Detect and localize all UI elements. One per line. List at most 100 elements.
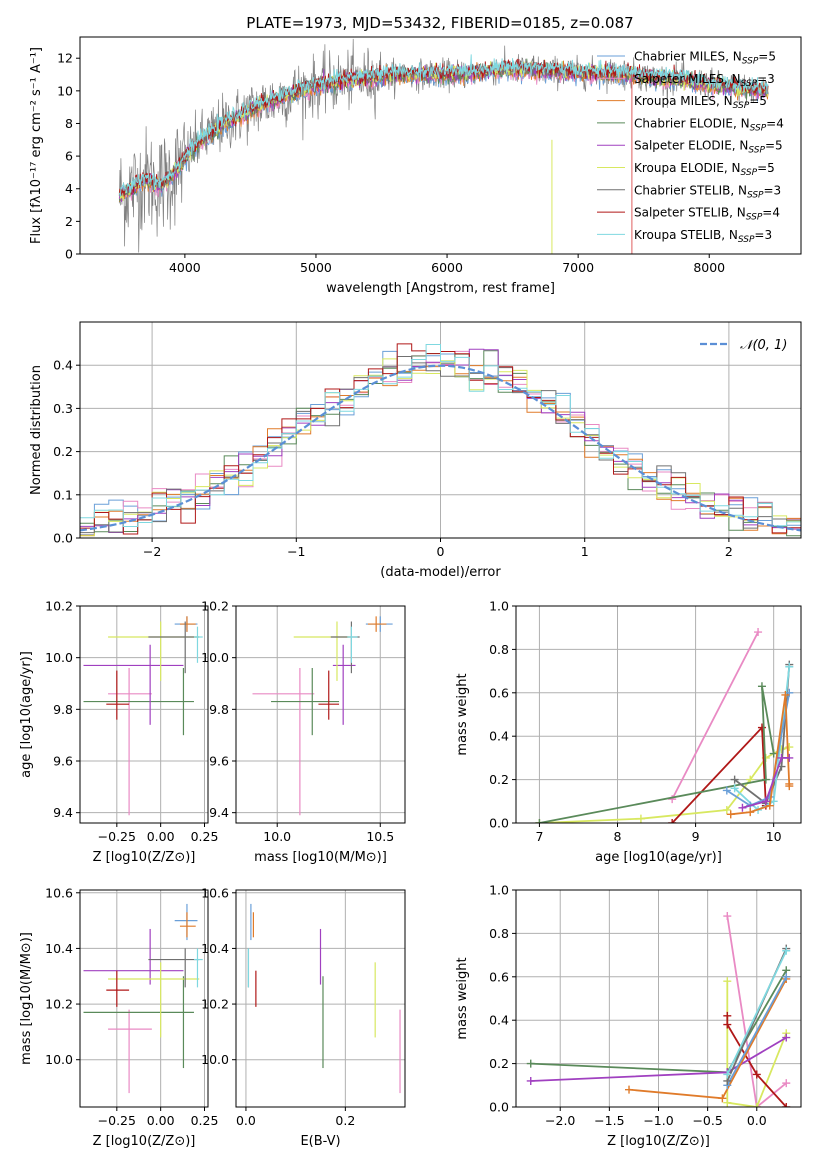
x-axis-label: Z [log10(Z/Z⊙)] xyxy=(607,1134,710,1149)
spectrum-panel: 4000 5000 6000 7000 8000 0 2 4 6 8 10 12 wavelength … xyxy=(29,36,802,296)
weight-marker xyxy=(535,819,544,823)
weight-marker xyxy=(782,1103,791,1107)
y-tick-label: 0.4 xyxy=(489,729,509,744)
x-tick-label: −0.25 xyxy=(98,1113,136,1128)
weight-line xyxy=(671,631,759,800)
legend-label: Kroupa STELIB, NSSP=3 xyxy=(634,228,772,245)
y-tick-label: 0.8 xyxy=(489,642,509,657)
weight-marker xyxy=(782,972,791,981)
x-axis-label: wavelength [Angstrom, rest frame] xyxy=(326,281,555,296)
age-weight-panel: 7 8 9 10 0.0 0.2 0.4 0.6 0.8 1.0 age [log10(age/yr… xyxy=(455,599,802,865)
weight-marker xyxy=(765,801,774,810)
weight-marker xyxy=(785,662,794,671)
weight-marker xyxy=(785,753,794,762)
mass-age-panel: 10.0 10.5 9.4 9.6 9.8 10.0 10.2 mass [log10(M/M… xyxy=(201,599,406,865)
y-tick-label: 12 xyxy=(57,51,73,66)
weight-marker xyxy=(754,628,763,637)
y-tick-label: 10.2 xyxy=(45,997,73,1012)
weight-marker xyxy=(668,819,677,823)
weight-line xyxy=(539,686,775,823)
weight-line xyxy=(726,981,788,1107)
histograms xyxy=(80,343,801,537)
weight-line xyxy=(726,692,791,807)
weight-marker xyxy=(723,1070,732,1079)
weight-line xyxy=(726,950,788,1075)
weight-marker xyxy=(752,1070,761,1079)
data-point xyxy=(148,948,200,988)
weight-marker xyxy=(723,912,732,921)
error-bars xyxy=(252,616,393,816)
y-tick-label: 6 xyxy=(65,149,73,164)
data-point xyxy=(108,668,152,816)
data-point xyxy=(332,644,356,725)
y-tick-label: 0.8 xyxy=(489,926,509,941)
y-tick-label: 1.0 xyxy=(489,883,509,898)
data-point xyxy=(108,962,200,1038)
weight-marker xyxy=(722,786,731,795)
x-tick-label: 10.5 xyxy=(366,829,394,844)
y-tick-label: 10.6 xyxy=(45,885,73,900)
x-tick-label: 6000 xyxy=(431,260,463,275)
weight-lines xyxy=(535,628,794,823)
x-tick-label: 10 xyxy=(766,829,782,844)
x-axis-label: E(B-V) xyxy=(300,1134,340,1149)
plot-frame xyxy=(79,605,209,824)
x-axis-label: age [log10(age/yr)] xyxy=(595,850,722,865)
weight-marker xyxy=(752,1103,761,1107)
y-tick-label: 0.0 xyxy=(489,816,509,831)
x-tick-label: 0.0 xyxy=(747,1113,767,1128)
plot-frame xyxy=(515,605,802,824)
y-tick-label: 10.0 xyxy=(201,1052,229,1067)
y-tick-label: 0.2 xyxy=(489,772,509,787)
x-axis-label: Z [log10(Z/Z⊙)] xyxy=(93,850,196,865)
x-tick-label: 9 xyxy=(692,829,700,844)
weight-marker xyxy=(785,743,794,752)
model-spectrum-line xyxy=(118,54,769,197)
weight-marker xyxy=(625,1085,634,1094)
weight-marker xyxy=(636,814,645,823)
data-point xyxy=(83,976,194,1069)
weight-marker xyxy=(526,1059,535,1068)
y-tick-label: 10.0 xyxy=(45,1052,73,1067)
x-axis-label: mass [log10(M/M⊙)] xyxy=(254,850,387,865)
plot-frame xyxy=(235,889,406,1108)
y-axis-label: Flux [fλ10⁻¹⁷ erg cm⁻² s⁻¹ A⁻¹] xyxy=(29,47,44,244)
y-tick-label: 0.0 xyxy=(53,531,73,546)
legend-label: Salpeter STELIB, NSSP=4 xyxy=(634,206,780,223)
weight-marker xyxy=(761,797,770,806)
model-spectrum-line xyxy=(118,58,769,197)
y-tick-label: 0.2 xyxy=(489,1056,509,1071)
legend-label: Chabrier MILES, NSSP=5 xyxy=(634,50,776,67)
weight-marker xyxy=(738,803,747,812)
x-tick-label: −0.5 xyxy=(692,1113,722,1128)
plot-frame xyxy=(79,889,209,1108)
data-point xyxy=(108,1009,152,1094)
weight-marker xyxy=(526,1076,535,1085)
weight-line xyxy=(726,915,787,1107)
x-tick-label: 8 xyxy=(614,829,622,844)
weight-marker xyxy=(782,1033,791,1042)
weight-marker xyxy=(782,946,791,955)
y-tick-label: 9.4 xyxy=(53,805,73,820)
y-tick-label: 10 xyxy=(57,83,73,98)
legend-label: Kroupa ELODIE, NSSP=5 xyxy=(634,161,775,178)
weight-line xyxy=(671,725,767,823)
y-tick-label: 2 xyxy=(65,214,73,229)
data-point xyxy=(252,668,315,816)
weight-line xyxy=(726,976,788,1086)
weight-marker xyxy=(757,682,766,691)
weight-marker xyxy=(730,775,739,784)
error-bars xyxy=(83,903,203,1094)
y-tick-label: 0.6 xyxy=(489,969,509,984)
y-tick-label: 10.2 xyxy=(45,599,73,614)
error-bars xyxy=(247,903,401,1094)
data-point xyxy=(106,970,130,1007)
weight-marker xyxy=(781,690,790,699)
data-point xyxy=(367,616,387,632)
y-tick-label: 10.4 xyxy=(45,941,73,956)
x-tick-label: 7000 xyxy=(562,260,594,275)
y-axis-label: age [log10(age/yr)] xyxy=(19,651,34,778)
y-tick-label: 9.8 xyxy=(209,702,229,717)
data-point xyxy=(174,903,198,941)
